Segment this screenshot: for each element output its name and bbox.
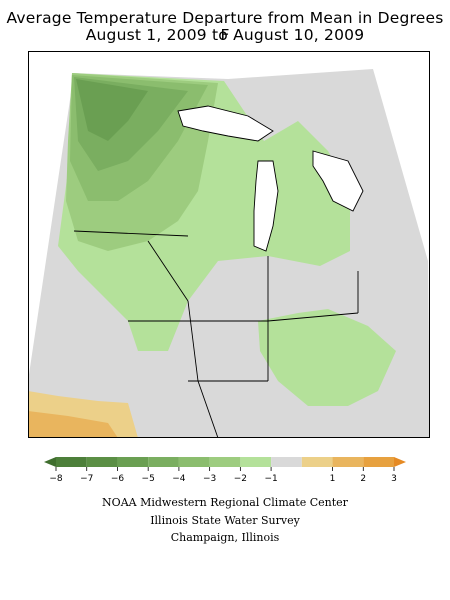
- map-border: [28, 51, 430, 438]
- legend-bin: [394, 457, 406, 467]
- lake-michigan: [253, 160, 279, 252]
- legend-bin: [240, 457, 272, 467]
- credit-organization: NOAA Midwestern Regional Climate Center: [102, 496, 348, 509]
- legend-tick-label: −4: [172, 474, 186, 484]
- legend-bin: [86, 457, 118, 467]
- legend-tick-label: −2: [234, 474, 247, 484]
- legend-tick-label: −7: [80, 474, 93, 484]
- legend-bin: [209, 457, 241, 467]
- legend-tick-label: −5: [142, 474, 155, 484]
- legend-bin: [148, 457, 179, 467]
- legend-bin: [332, 457, 364, 467]
- legend-bin: [363, 457, 394, 467]
- credit-survey: Illinois State Water Survey: [150, 514, 300, 527]
- legend-bin: [178, 457, 210, 467]
- departure-band-ohio-valley: [258, 309, 396, 406]
- credit-location: Champaign, Illinois: [170, 531, 280, 544]
- legend-tick-label: 2: [360, 474, 366, 484]
- legend-tick-label: −1: [264, 474, 277, 484]
- legend-bin: [271, 457, 302, 467]
- lake-superior: [177, 105, 274, 142]
- map-title: Average Temperature Departure from Mean …: [6, 9, 444, 44]
- legend-tick-label: −8: [49, 474, 63, 484]
- state-boundaries: [73, 230, 359, 438]
- legend-tick-label: −3: [203, 474, 216, 484]
- color-legend: −8−7−6−5−4−3−2−11234: [44, 457, 406, 484]
- departure-band-minus-5: [76, 79, 148, 141]
- legend-bin: [44, 457, 56, 467]
- map-date-range: August 1, 2009 to August 10, 2009: [85, 26, 365, 44]
- legend-bin: [301, 457, 333, 467]
- legend-bin: [117, 457, 149, 467]
- legend-tick-label: 3: [391, 474, 397, 484]
- lake-huron: [312, 150, 364, 212]
- temperature-departure-map: [28, 51, 430, 438]
- departure-band-plus-2: [28, 411, 118, 438]
- legend-tick-label: −6: [111, 474, 125, 484]
- legend-bin: [56, 457, 87, 467]
- legend-tick-label: 1: [330, 474, 336, 484]
